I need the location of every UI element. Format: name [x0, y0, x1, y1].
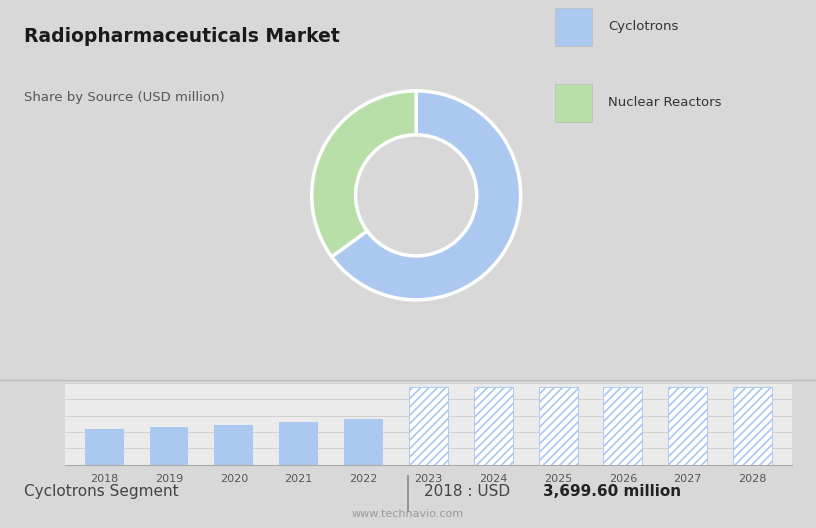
Bar [604, 386, 642, 465]
Bar [215, 425, 253, 465]
Bar [279, 422, 318, 465]
Text: 2018 : USD: 2018 : USD [424, 485, 520, 499]
Text: www.technavio.com: www.technavio.com [352, 510, 464, 520]
Bar [539, 386, 578, 465]
FancyBboxPatch shape [555, 83, 592, 121]
Bar [474, 386, 512, 465]
Bar [409, 386, 448, 465]
Bar [733, 386, 772, 465]
Text: Share by Source (USD million): Share by Source (USD million) [24, 91, 225, 104]
Bar [668, 386, 707, 465]
Text: 3,699.60 million: 3,699.60 million [543, 485, 681, 499]
Wedge shape [331, 91, 521, 300]
Text: Cyclotrons Segment: Cyclotrons Segment [24, 485, 179, 499]
FancyBboxPatch shape [555, 7, 592, 45]
Bar [539, 386, 578, 465]
Text: Nuclear Reactors: Nuclear Reactors [608, 96, 721, 109]
Text: Cyclotrons: Cyclotrons [608, 20, 678, 33]
Bar [668, 386, 707, 465]
Bar [344, 419, 383, 465]
Bar [149, 427, 188, 465]
Bar [733, 386, 772, 465]
Text: Radiopharmaceuticals Market: Radiopharmaceuticals Market [24, 26, 340, 45]
Bar [604, 386, 642, 465]
Bar [85, 429, 124, 465]
Bar [409, 386, 448, 465]
Bar [474, 386, 512, 465]
Wedge shape [312, 91, 416, 257]
